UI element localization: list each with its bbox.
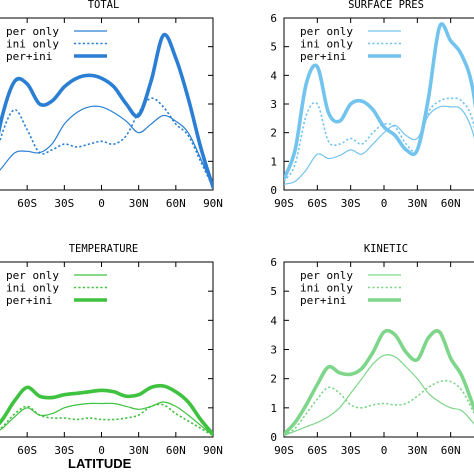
x-tick-label: 60S xyxy=(307,444,327,457)
y-tick-label: 3 xyxy=(270,98,277,111)
y-tick-label: 5 xyxy=(270,41,277,54)
series-line-thick xyxy=(284,22,474,181)
x-tick-label: 60N xyxy=(441,444,461,457)
x-tick-label: 30N xyxy=(129,444,149,457)
x-tick-label: 60S xyxy=(17,197,37,210)
x-tick-label: 60S xyxy=(307,197,327,210)
x-tick-label: 30N xyxy=(129,197,149,210)
series-line-dotted xyxy=(0,97,213,188)
legend-label: ini only xyxy=(6,38,59,51)
legend-label: ini only xyxy=(300,38,353,51)
y-tick-label: 6 xyxy=(270,12,277,25)
x-axis-title: LATITUDE xyxy=(68,456,132,471)
x-tick-label: 30S xyxy=(54,444,74,457)
x-tick-label: 0 xyxy=(381,197,388,210)
x-tick-label: 90S xyxy=(274,444,294,457)
series-line-thick xyxy=(284,328,474,436)
legend-label: ini only xyxy=(300,282,353,295)
y-tick-label: 6 xyxy=(270,256,277,269)
series-group xyxy=(284,328,474,437)
x-tick-label: 0 xyxy=(98,197,105,210)
series-line-thin xyxy=(284,105,474,185)
x-tick-label: 90N xyxy=(203,197,223,210)
y-tick-label: 4 xyxy=(270,69,277,82)
legend-label: per+ini xyxy=(300,50,346,63)
series-line-thick xyxy=(0,383,213,436)
series-line-thin xyxy=(284,354,474,437)
x-tick-label: 0 xyxy=(381,444,388,457)
y-tick-label: 2 xyxy=(270,373,277,386)
series-group xyxy=(0,383,213,437)
chart-panel-4: KINETIC 90S 60S 30S 0 30N 60N 0 1 2 3 4 5 6 per onlyin… xyxy=(270,243,474,457)
x-tick-label: 0 xyxy=(98,444,105,457)
x-tick-label: 60S xyxy=(17,444,37,457)
x-tick-label: 90S xyxy=(274,197,294,210)
legend-label: per only xyxy=(300,269,353,282)
chart-title: TOTAL xyxy=(88,0,120,11)
series-line-thin xyxy=(0,401,213,437)
chart-title: TEMPERATURE xyxy=(69,243,139,255)
x-tick-label: 90N xyxy=(203,444,223,457)
legend-label: per+ini xyxy=(6,294,52,307)
y-tick-label: 1 xyxy=(270,155,277,168)
series-line-thin xyxy=(0,105,213,188)
legend-label: per+ini xyxy=(6,50,52,63)
legend-label: per only xyxy=(6,269,59,282)
series-line-dotted xyxy=(284,379,474,437)
x-tick-label: 30S xyxy=(341,197,361,210)
x-tick-label: 60N xyxy=(166,197,186,210)
y-tick-label: 2 xyxy=(270,127,277,140)
x-tick-label: 30S xyxy=(341,444,361,457)
chart-title: KINETIC xyxy=(364,243,408,255)
y-tick-label: 0 xyxy=(270,184,277,197)
chart-panel-2: SURFACE PRES 90S 60S 30S 0 30N 60N 0 1 2 3 4 5 6 per o… xyxy=(270,0,474,210)
y-tick-label: 1 xyxy=(270,402,277,415)
y-tick-label: 3 xyxy=(270,344,277,357)
chart-title: SURFACE PRES xyxy=(348,0,424,11)
y-tick-label: 0 xyxy=(270,431,277,444)
x-tick-label: 30N xyxy=(407,197,427,210)
y-tick-label: 4 xyxy=(270,314,277,327)
legend-label: per only xyxy=(6,25,59,38)
series-line-thick xyxy=(0,32,213,189)
legend-label: per+ini xyxy=(300,294,346,307)
x-tick-label: 60N xyxy=(441,197,461,210)
series-group xyxy=(284,22,474,185)
series-group xyxy=(0,32,213,189)
legend-label: ini only xyxy=(6,282,59,295)
y-tick-label: 5 xyxy=(270,285,277,298)
series-line-dotted xyxy=(284,97,474,182)
legend-label: per only xyxy=(300,25,353,38)
x-tick-label: 30S xyxy=(54,197,74,210)
x-tick-label: 30N xyxy=(407,444,427,457)
x-tick-label: 60N xyxy=(166,444,186,457)
